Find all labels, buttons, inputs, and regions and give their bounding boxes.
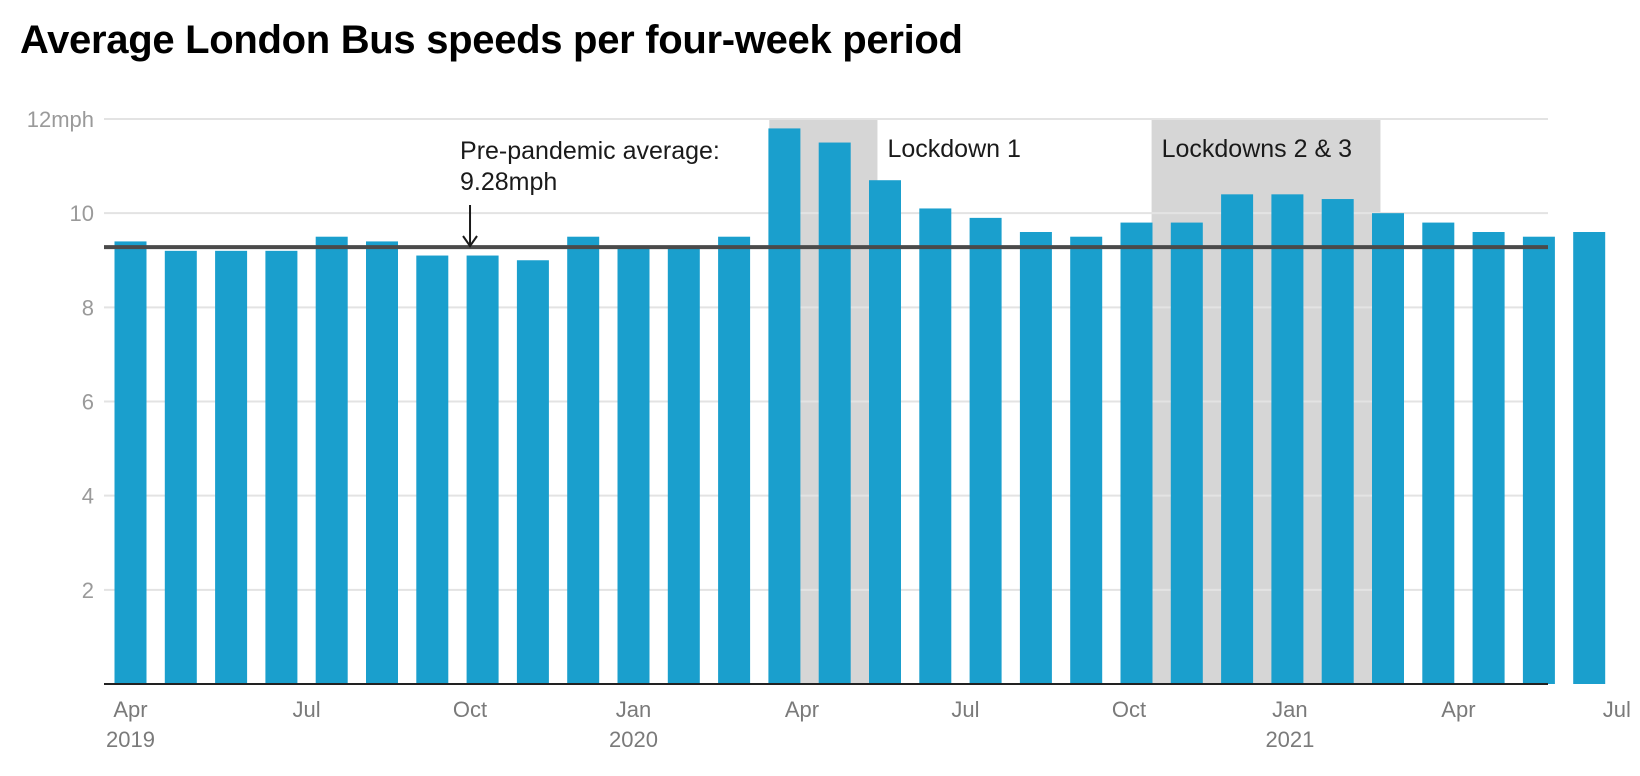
y-tick-label: 2 — [82, 578, 94, 603]
x-tick-label: Apr — [113, 697, 147, 722]
bar — [617, 246, 650, 684]
chart-title: Average London Bus speeds per four-week … — [20, 18, 963, 62]
x-tick-label: Oct — [453, 697, 487, 722]
bar — [1070, 236, 1103, 685]
x-tick-label: Jul — [292, 697, 320, 722]
reference-value-label: 9.28mph — [460, 168, 557, 196]
y-tick-label: 10 — [70, 201, 94, 226]
bar — [215, 250, 248, 685]
bar — [718, 236, 751, 685]
y-tick-label: 6 — [82, 390, 94, 415]
y-tick-label: 4 — [82, 484, 94, 509]
bars — [114, 128, 1606, 685]
y-tick-label: 8 — [82, 295, 94, 320]
bar — [1422, 222, 1455, 685]
x-tick-label: Jan — [1272, 697, 1307, 722]
y-tick-label: 12mph — [27, 107, 94, 132]
bar — [1573, 232, 1606, 684]
bar — [164, 250, 197, 685]
bar — [919, 208, 952, 685]
bar — [1019, 232, 1052, 684]
bar — [1321, 199, 1354, 684]
x-tick-year-label: 2020 — [609, 727, 658, 752]
bar — [768, 128, 801, 684]
bar — [416, 255, 449, 684]
bar — [1372, 213, 1404, 684]
x-tick-label: Jul — [951, 697, 979, 722]
x-tick-label: Apr — [1441, 697, 1475, 722]
bar — [1522, 236, 1555, 685]
bar — [466, 255, 499, 684]
x-tick-label: Apr — [785, 697, 819, 722]
x-tick-label: Oct — [1112, 697, 1146, 722]
bar — [315, 236, 348, 685]
annotations: Pre-pandemic average: 9.28mph Lockdown 1 Lo… — [104, 135, 1548, 250]
shaded-period-label: Lockdowns 2 & 3 — [1162, 135, 1352, 163]
bar — [265, 250, 298, 685]
x-tick-label: Jan — [616, 697, 651, 722]
bar — [516, 260, 549, 684]
bar — [667, 246, 700, 684]
bar — [1271, 194, 1304, 685]
bar — [567, 236, 600, 685]
shaded-period-label: Lockdown 1 — [887, 135, 1020, 163]
x-tick-year-label: 2021 — [1265, 727, 1314, 752]
bar — [818, 142, 851, 684]
bar — [1472, 232, 1505, 684]
bar — [1221, 194, 1254, 685]
x-tick-year-label: 2019 — [106, 727, 155, 752]
bar — [1120, 222, 1153, 685]
bar — [1170, 222, 1203, 685]
bar — [869, 180, 901, 685]
reference-label: Pre-pandemic average: — [460, 137, 720, 165]
bar — [114, 241, 147, 684]
bar — [969, 217, 1002, 684]
reference-arrow-head — [462, 235, 478, 248]
axes: 12mph 10 8 6 4 2 Apr 2019 Jul Oct Jan 2020 Apr Jul Oct… — [27, 107, 1631, 752]
x-tick-label: Jul — [1603, 697, 1631, 722]
bar — [366, 241, 398, 684]
